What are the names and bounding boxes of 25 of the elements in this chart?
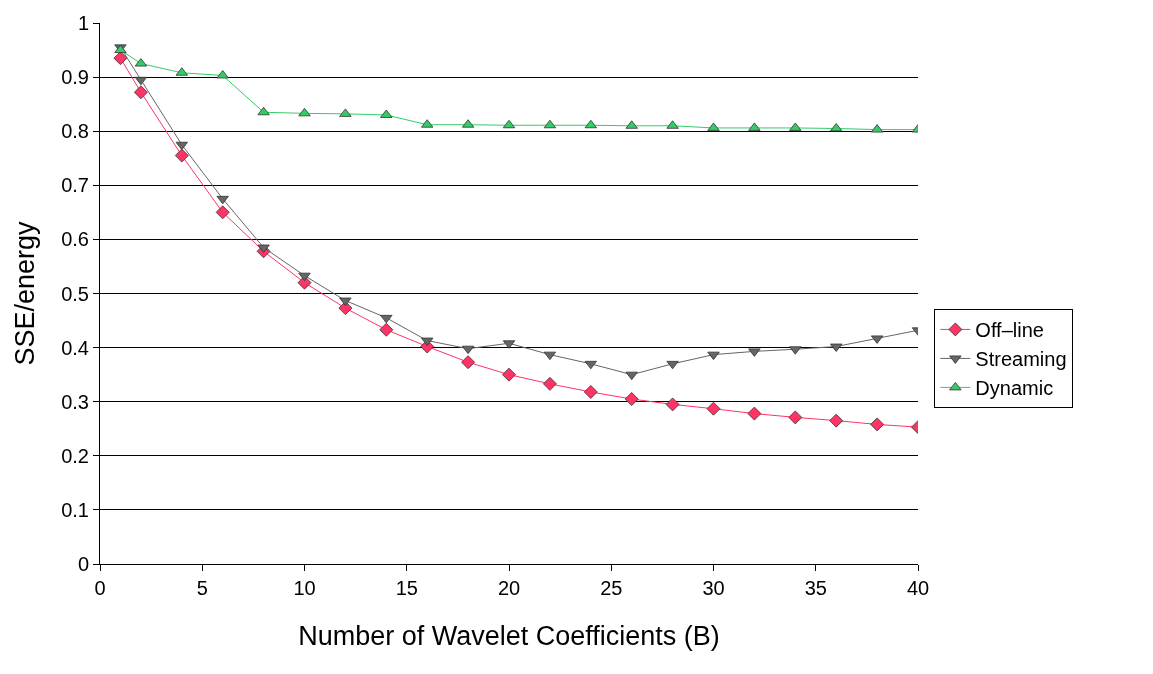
x-tick-label: 20 — [497, 577, 521, 599]
y-tick-label: 0.9 — [61, 66, 89, 89]
x-tick-label: 5 — [196, 577, 208, 599]
y-tick-label: 0.5 — [61, 282, 89, 305]
x-tick-label: 40 — [906, 577, 930, 599]
y-tick-label: 0.3 — [61, 390, 89, 413]
x-tick-label: 35 — [804, 577, 827, 599]
y-tick-label: 0.2 — [61, 444, 89, 467]
y-tick-label: 0 — [77, 553, 89, 575]
y-tick-label: 0.4 — [61, 336, 89, 359]
x-tick-label: 10 — [293, 577, 316, 599]
y-tick-label: 0.1 — [61, 498, 89, 521]
y-tick-label: 1 — [77, 12, 89, 34]
x-tick-label: 15 — [395, 577, 418, 599]
x-axis-title: Number of Wavelet Coefficients (B) — [298, 621, 720, 652]
y-tick-label: 0.8 — [61, 120, 89, 143]
y-tick-label: 0.6 — [61, 228, 89, 251]
x-tick-label: 30 — [702, 577, 725, 599]
legend-label: Dynamic — [975, 377, 1054, 400]
x-tick-label: 25 — [600, 577, 623, 599]
legend-label: Streaming — [975, 348, 1067, 371]
x-tick-label: 0 — [94, 577, 106, 599]
legend-label: Off–line — [975, 319, 1044, 342]
y-tick-label: 0.7 — [61, 174, 89, 197]
y-axis-title: SSE/energy — [10, 220, 41, 366]
